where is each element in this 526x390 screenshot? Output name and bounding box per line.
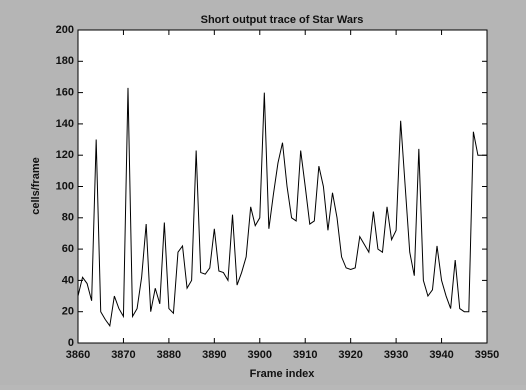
x-tick-label: 3880: [157, 349, 181, 361]
x-tick-label: 3900: [248, 349, 272, 361]
y-axis-label: cells/frame: [30, 157, 42, 214]
x-tick-label: 3860: [66, 349, 90, 361]
x-tick-label: 3890: [202, 349, 226, 361]
y-tick-label: 40: [62, 274, 74, 286]
x-tick-label: 3940: [429, 349, 453, 361]
x-tick-label: 3910: [293, 349, 317, 361]
y-tick-label: 200: [56, 24, 74, 36]
y-tick-label: 100: [56, 180, 74, 192]
y-tick-label: 180: [56, 55, 74, 67]
x-axis-label: Frame index: [250, 368, 316, 380]
y-tick-label: 140: [56, 118, 74, 130]
y-tick-label: 20: [62, 306, 74, 318]
plot-area: [77, 29, 488, 344]
x-tick-label: 3930: [384, 349, 408, 361]
data-line: [77, 87, 487, 328]
y-tick-label: 120: [56, 149, 74, 161]
chart-title: Short output trace of Star Wars: [201, 14, 364, 26]
y-tick-label: 160: [56, 87, 74, 99]
y-tick-label: 80: [62, 212, 74, 224]
y-tick-label: 0: [68, 337, 74, 349]
x-tick-label: 3920: [338, 349, 362, 361]
x-tick-label: 3870: [111, 349, 135, 361]
x-tick-label: 3950: [475, 349, 499, 361]
y-tick-label: 60: [62, 243, 74, 255]
